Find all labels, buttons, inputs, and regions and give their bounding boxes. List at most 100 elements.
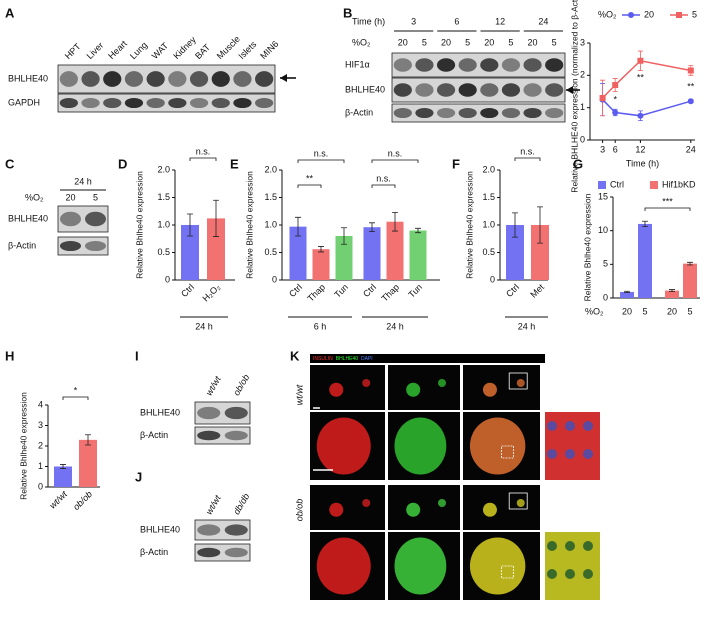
y-axis-label: Relative Bhlhe40 expression xyxy=(134,171,144,279)
panel-letter: G xyxy=(573,156,583,171)
blot-band xyxy=(124,71,144,87)
panel-letter: B xyxy=(343,5,352,20)
x-tick-label: 24 xyxy=(686,144,696,154)
blot-row-label: BHLHE40 xyxy=(140,407,180,417)
y-tick-label: 2 xyxy=(580,70,585,80)
panel-letter: F xyxy=(452,156,460,171)
micrograph xyxy=(310,485,385,530)
islet xyxy=(438,379,446,387)
o2-value: 20 xyxy=(528,37,538,47)
blot-row-label: β-Actin xyxy=(140,547,168,557)
time-value: 24 xyxy=(538,16,548,26)
genotype-label: wt/wt xyxy=(294,384,304,405)
lane-label: Muscle xyxy=(215,34,242,61)
o2-value: 20 xyxy=(441,37,451,47)
o2-value: 5 xyxy=(422,37,427,47)
blot-row-label: β-Actin xyxy=(140,430,168,440)
lane-label: wt/wt xyxy=(204,493,223,516)
bar xyxy=(665,290,679,298)
blot-band xyxy=(146,71,165,87)
significance-bracket xyxy=(644,207,691,211)
blot-band xyxy=(523,107,542,119)
group-label: 24 h xyxy=(518,321,536,331)
x-tick-label: Ctrl xyxy=(179,282,196,299)
blot-band xyxy=(501,58,521,72)
blot-band xyxy=(197,406,221,420)
error-bar xyxy=(318,246,324,253)
blot-band xyxy=(81,71,100,87)
error-bar xyxy=(60,464,66,469)
o2-label: %O₂ xyxy=(352,37,371,47)
bar xyxy=(386,221,404,280)
y-tick-label: 0.5 xyxy=(157,247,170,257)
lane-label: Lung xyxy=(128,40,149,61)
blot-band xyxy=(197,524,221,536)
x-tick-label: Ctrl xyxy=(287,282,304,299)
panel-letter: C xyxy=(5,156,15,171)
y-axis-label: Relative Bhlhe40 expression xyxy=(244,171,254,279)
lane-label: Kidney xyxy=(171,34,198,61)
islet-zoom xyxy=(394,417,447,475)
y-tick-label: 1 xyxy=(580,102,585,112)
zoom-box xyxy=(501,445,514,459)
data-point xyxy=(612,109,619,116)
y-tick-label: 10 xyxy=(598,225,608,235)
bar xyxy=(506,225,524,280)
x-tick-label: Thap xyxy=(306,282,328,304)
data-point xyxy=(612,82,619,89)
blot-band xyxy=(436,107,456,119)
x-tick-label: Thap xyxy=(380,282,402,304)
panel-letter: K xyxy=(290,348,300,363)
panel-letter: H xyxy=(5,348,14,363)
y-tick-label: 1.0 xyxy=(482,219,495,229)
blot-band xyxy=(415,83,434,97)
islet xyxy=(362,499,371,507)
y-tick-label: 1.5 xyxy=(157,192,170,202)
bar xyxy=(181,225,199,280)
nucleus xyxy=(583,421,593,431)
x-tick-label: 12 xyxy=(635,144,645,154)
blot-band xyxy=(211,97,230,109)
blot-band xyxy=(458,107,477,119)
channel-label: INSULIN xyxy=(313,356,333,362)
channel-label: BHLHE40 xyxy=(336,356,358,362)
zoom-box xyxy=(508,372,528,390)
x-tick-label: 5 xyxy=(687,306,692,316)
blot-band xyxy=(458,83,477,97)
arrow-head xyxy=(566,86,573,94)
islet-zoom xyxy=(316,417,371,475)
bar xyxy=(363,227,381,280)
nucleus xyxy=(583,449,593,459)
blot-band xyxy=(197,547,221,558)
islet xyxy=(329,382,344,397)
legend-label: Ctrl xyxy=(610,179,624,189)
error-bar xyxy=(415,227,421,234)
y-axis-label: Relative Bhlhe40 expression xyxy=(18,392,28,500)
y-axis-label: Relative Bhlhe40 expression xyxy=(582,193,592,301)
o2-value: 20 xyxy=(398,37,408,47)
islet xyxy=(406,502,421,517)
error-bar xyxy=(512,212,518,238)
bar xyxy=(335,236,353,280)
blot-band xyxy=(545,58,564,72)
data-point xyxy=(687,67,694,74)
bar xyxy=(54,466,72,487)
y-tick-label: 2.0 xyxy=(264,164,277,174)
genotype-label: ob/ob xyxy=(294,499,304,522)
significance-label: * xyxy=(74,385,78,395)
y-tick-label: 1.5 xyxy=(264,192,277,202)
time-value: 6 xyxy=(454,16,459,26)
series-line xyxy=(602,99,692,117)
significance-label: n.s. xyxy=(520,146,535,156)
y-tick-label: 0 xyxy=(165,274,170,284)
blot-row-label: GAPDH xyxy=(8,97,40,107)
bar xyxy=(531,225,549,280)
y-tick-label: 1.5 xyxy=(482,192,495,202)
islet-zoom xyxy=(469,537,526,595)
lane-label: Heart xyxy=(106,38,129,61)
nucleus xyxy=(547,421,557,431)
data-point xyxy=(599,94,606,101)
error-bar xyxy=(341,227,347,245)
blot-band xyxy=(103,97,122,109)
